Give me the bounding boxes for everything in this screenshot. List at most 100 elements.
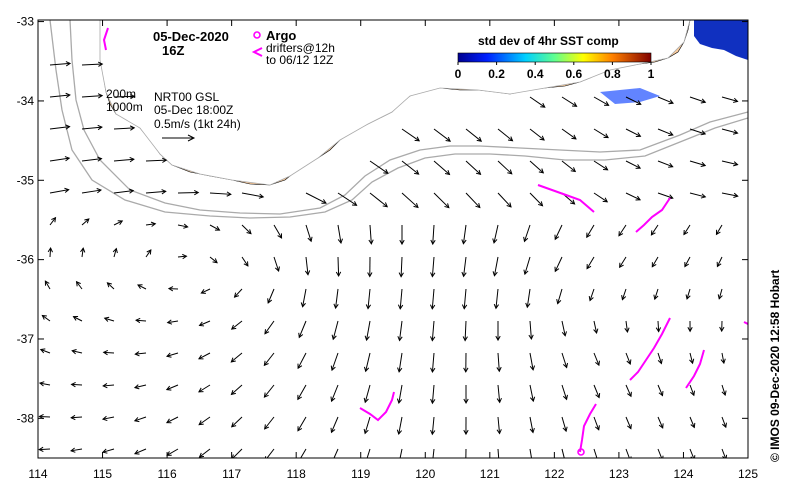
current-arrow bbox=[593, 320, 599, 334]
current-arrow bbox=[593, 448, 600, 458]
current-arrow bbox=[177, 223, 189, 229]
current-arrow bbox=[333, 448, 339, 458]
current-arrow bbox=[363, 416, 371, 435]
current-arrow bbox=[113, 93, 136, 100]
depth-label-1000m: 1000m bbox=[106, 100, 143, 114]
current-arrow bbox=[70, 447, 83, 453]
current-arrow bbox=[593, 192, 609, 203]
current-arrow bbox=[230, 384, 243, 396]
current-arrow bbox=[167, 286, 179, 292]
current-arrow bbox=[165, 416, 179, 424]
current-arrow bbox=[198, 448, 211, 458]
current-arrow bbox=[102, 349, 115, 356]
current-arrow bbox=[657, 96, 674, 105]
current-arrow bbox=[368, 224, 374, 245]
current-arrow bbox=[330, 416, 339, 434]
current-arrow bbox=[650, 224, 659, 236]
current-arrow bbox=[429, 288, 436, 310]
current-arrow bbox=[263, 384, 275, 398]
current-arrow bbox=[364, 320, 371, 342]
current-arrow bbox=[298, 320, 307, 339]
colorbar-tick-label: 0.4 bbox=[527, 67, 544, 81]
current-arrow bbox=[683, 224, 691, 236]
colorbar-ticks: 0 0.2 0.4 0.6 0.8 1 bbox=[455, 62, 655, 81]
current-arrow bbox=[305, 224, 313, 243]
current-arrow bbox=[135, 317, 147, 324]
current-arrow bbox=[367, 256, 373, 278]
current-vectors bbox=[38, 61, 739, 458]
current-arrow bbox=[209, 224, 221, 231]
drifter-track bbox=[359, 391, 395, 422]
x-tick-label: 124 bbox=[673, 467, 693, 481]
colorbar-tick-label: 0.6 bbox=[565, 67, 582, 81]
current-arrow bbox=[529, 160, 545, 174]
current-arrow bbox=[625, 192, 642, 201]
current-arrow bbox=[198, 416, 211, 426]
current-arrow bbox=[241, 256, 249, 267]
current-arrow bbox=[198, 320, 211, 327]
current-arrow bbox=[70, 414, 83, 421]
current-arrow bbox=[72, 316, 83, 322]
current-arrow bbox=[166, 319, 179, 325]
current-arrow bbox=[463, 416, 469, 436]
x-tick-label: 116 bbox=[158, 467, 177, 481]
current-arrow bbox=[721, 416, 727, 429]
current-arrow bbox=[137, 284, 147, 290]
current-arrow bbox=[689, 416, 696, 429]
sst-patch-east bbox=[694, 20, 748, 60]
current-arrow bbox=[397, 320, 403, 342]
current-arrow bbox=[493, 288, 499, 310]
current-arrow bbox=[102, 382, 115, 389]
current-arrow bbox=[166, 352, 179, 358]
current-arrow bbox=[39, 348, 51, 354]
drifter-legend-icon bbox=[251, 47, 263, 57]
current-arrow bbox=[49, 92, 71, 99]
current-arrow bbox=[430, 256, 436, 278]
argo-label: Argo bbox=[266, 28, 296, 43]
current-arrow bbox=[525, 288, 531, 309]
current-arrow bbox=[398, 256, 404, 278]
current-arrow bbox=[593, 416, 600, 431]
current-arrow bbox=[399, 448, 403, 458]
current-arrow bbox=[655, 320, 662, 333]
current-arrow bbox=[49, 124, 71, 130]
current-arrow bbox=[70, 382, 83, 388]
current-arrow bbox=[133, 384, 147, 390]
current-arrow bbox=[399, 224, 405, 246]
x-tick-label: 118 bbox=[287, 467, 306, 481]
current-arrow bbox=[621, 288, 627, 301]
current-arrow bbox=[625, 96, 642, 105]
current-arrow bbox=[330, 352, 339, 372]
current-arrow bbox=[495, 320, 501, 342]
x-tick-label: 117 bbox=[222, 467, 241, 481]
current-arrow bbox=[625, 128, 642, 137]
current-arrow bbox=[273, 224, 283, 239]
current-arrow bbox=[397, 352, 403, 373]
current-arrow bbox=[554, 224, 563, 241]
current-arrow bbox=[177, 253, 188, 260]
current-arrow bbox=[305, 192, 327, 204]
colorbar-title: std dev of 4hr SST comp bbox=[478, 34, 619, 48]
current-arrow bbox=[720, 352, 726, 365]
current-arrow bbox=[49, 187, 70, 194]
current-arrow bbox=[689, 160, 707, 167]
current-arrow bbox=[81, 156, 103, 162]
current-arrow bbox=[80, 247, 86, 258]
current-arrow bbox=[653, 288, 659, 301]
drifter-track bbox=[537, 184, 595, 213]
current-arrow bbox=[44, 280, 51, 290]
current-arrow bbox=[106, 282, 115, 290]
current-arrow bbox=[230, 416, 243, 428]
current-arrow bbox=[113, 125, 136, 131]
depth-label-200m: 200m bbox=[106, 87, 136, 101]
current-arrow bbox=[430, 320, 436, 342]
current-arrow bbox=[134, 351, 147, 357]
x-tick-label: 120 bbox=[415, 467, 435, 481]
current-arrow bbox=[304, 256, 311, 276]
current-arrow bbox=[529, 384, 536, 403]
current-arrow bbox=[396, 416, 403, 436]
current-arrow bbox=[369, 160, 389, 174]
current-arrow bbox=[492, 256, 499, 277]
current-arrow bbox=[463, 352, 469, 373]
current-arrow bbox=[273, 256, 280, 272]
